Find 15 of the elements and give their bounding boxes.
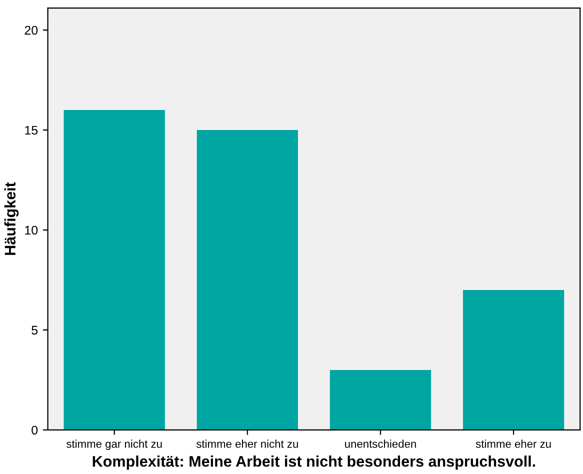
- y-tick-label: 20: [24, 26, 38, 35]
- x-tick-label: unentschieden: [345, 440, 416, 448]
- x-tick-label: stimme eher nicht zu: [196, 440, 298, 448]
- bar: [330, 370, 432, 430]
- y-tick-label: 10: [25, 226, 38, 235]
- y-tick-label: 15: [25, 126, 38, 135]
- y-axis-title: Häufigkeit: [4, 182, 19, 255]
- bar: [462, 290, 564, 430]
- y-tick-label: 0: [32, 426, 38, 435]
- x-axis-title: Komplexität: Meine Arbeit ist nicht besonders anspruchsvoll.: [92, 456, 536, 470]
- y-tick-label: 5: [32, 326, 38, 335]
- x-tick-label: stimme eher zu: [476, 440, 551, 448]
- bar: [196, 130, 298, 430]
- x-tick-label: stimme gar nicht zu: [66, 440, 162, 450]
- bar: [64, 110, 165, 430]
